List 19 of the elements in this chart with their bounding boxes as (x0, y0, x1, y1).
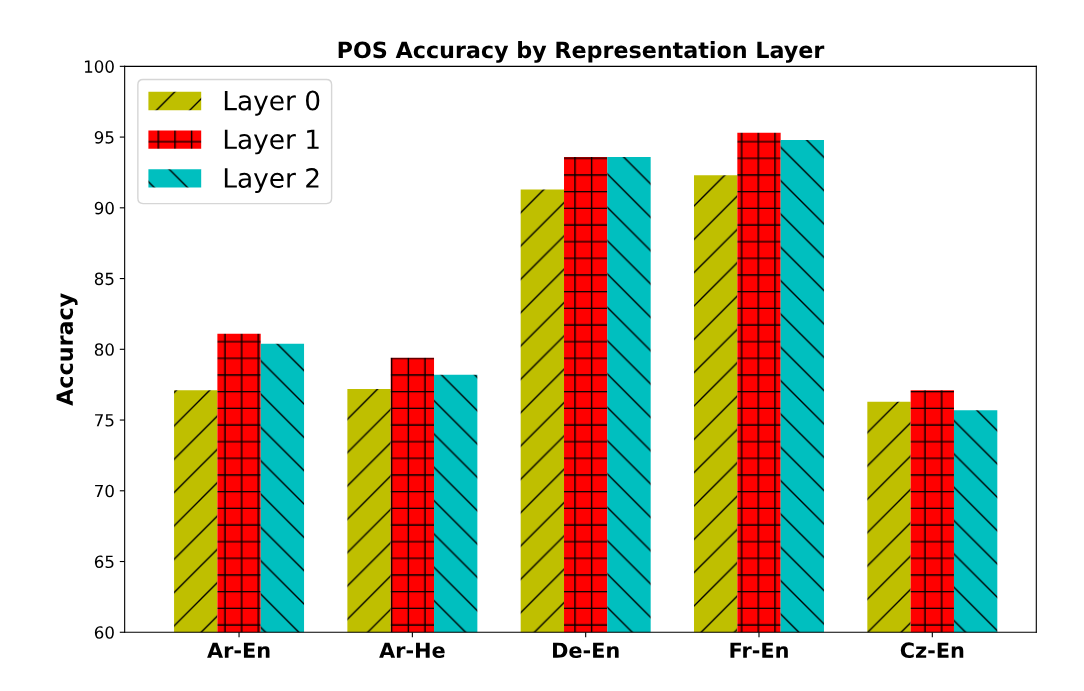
y-tick-label: 80 (94, 343, 114, 356)
y-tick-label: 65 (94, 555, 114, 569)
y-axis-title: Accuracy (56, 293, 78, 406)
x-tick-label: Ar-En (207, 642, 270, 658)
y-tick-label: 100 (84, 60, 114, 73)
x-tick-label: De-En (553, 642, 619, 659)
y-tick-label: 70 (95, 484, 114, 498)
legend-label: Layer 0 (224, 90, 320, 116)
y-tick-label: 95 (94, 131, 114, 144)
y-tick-label: 85 (94, 272, 114, 286)
y-tick-label: 75 (95, 414, 114, 427)
x-tick-label: Cz-En (900, 642, 964, 659)
x-tick-label: Ar-He (379, 642, 445, 659)
y-tick-label: 60 (94, 626, 114, 639)
y-tick-label: 90 (94, 201, 114, 215)
legend-label: Layer 1 (224, 129, 319, 155)
chart-title: POS Accuracy by Representation Layer (338, 41, 825, 63)
x-tick-label: Fr-En (730, 642, 788, 658)
legend-label: Layer 2 (224, 168, 319, 194)
